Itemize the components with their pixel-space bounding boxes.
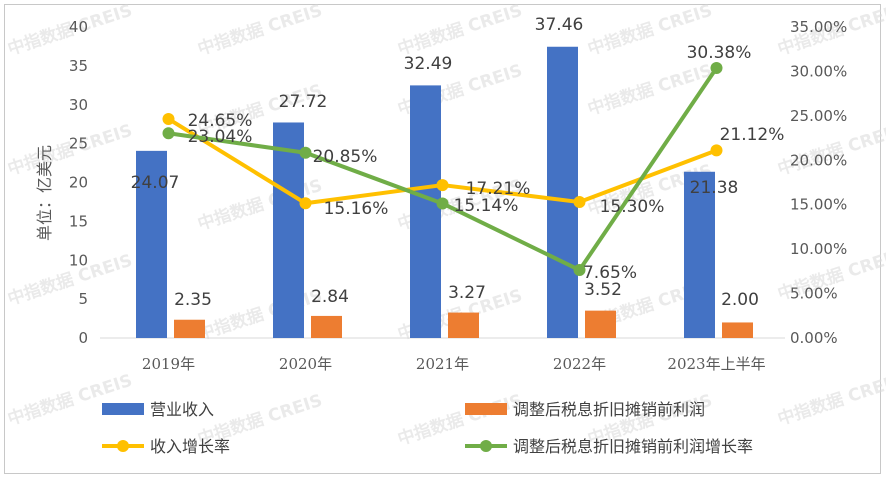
y-right-tick-label: 35.00% <box>790 18 847 36</box>
ebitda-data-label: 2.84 <box>311 287 349 307</box>
watermark-text: 中指数据 CREIS <box>395 390 525 450</box>
revenue-bar <box>410 85 441 338</box>
watermark-text: 中指数据 CREIS <box>195 0 325 60</box>
revenue-bar <box>273 122 304 339</box>
ebitda-bar <box>311 315 342 338</box>
x-category-label: 2021年 <box>416 355 469 373</box>
y-axis-left-title: 单位：亿美元 <box>35 145 54 241</box>
x-category-label: 2023年上半年 <box>667 355 765 373</box>
y-left-tick-label: 15 <box>69 212 88 230</box>
y-right-tick-label: 25.00% <box>790 107 847 125</box>
ebitda-bar <box>722 322 753 338</box>
revenue-data-label: 21.38 <box>690 178 739 198</box>
watermark-text: 中指数据 CREIS <box>585 60 715 120</box>
legend-swatch-marker <box>117 440 129 452</box>
revenue-data-label: 24.07 <box>131 173 180 193</box>
x-category-label: 2019年 <box>142 355 195 373</box>
data-labels-layer: 24.07 27.72 32.49 37.46 21.38 2.35 2.84 3.27 3.5… <box>131 15 785 310</box>
revenue-growth-label: 15.16% <box>324 199 389 219</box>
y-left-tick-label: 25 <box>69 135 88 153</box>
y-right-tick-label: 15.00% <box>790 196 847 214</box>
y-left-tick-label: 35 <box>69 57 88 75</box>
ebitda-bar <box>448 312 479 338</box>
ebitda-growth-point <box>162 127 175 140</box>
revenue-growth-label: 17.21% <box>466 179 531 199</box>
watermark-text: 中指数据 CREIS <box>395 0 525 60</box>
y-right-tick-label: 0.00% <box>790 329 838 347</box>
legend-label: 收入增长率 <box>150 437 230 456</box>
watermark-text: 中指数据 CREIS <box>195 285 325 345</box>
legend-swatch-marker <box>480 440 492 452</box>
ebitda-growth-label: 7.65% <box>583 263 637 283</box>
y-left-tick-label: 5 <box>78 290 88 308</box>
y-right-tick-label: 20.00% <box>790 151 847 169</box>
revenue-bar <box>136 150 167 338</box>
y-right-tick-label: 30.00% <box>790 62 847 80</box>
lines-layer <box>162 62 723 277</box>
y-left-tick-label: 30 <box>69 96 88 114</box>
y-left-tick-label: 40 <box>69 18 88 36</box>
ebitda-growth-label: 20.85% <box>313 147 378 167</box>
legend-label: 营业收入 <box>150 400 214 419</box>
revenue-data-label: 37.46 <box>535 15 584 35</box>
ebitda-bar <box>174 319 205 338</box>
y-left-tick-label: 10 <box>69 251 88 269</box>
ebitda-bar <box>585 310 616 338</box>
revenue-growth-label: 24.65% <box>188 111 253 131</box>
ebitda-growth-point <box>573 264 586 277</box>
revenue-data-label: 27.72 <box>279 92 328 112</box>
ebitda-data-label: 3.52 <box>584 280 622 300</box>
ebitda-growth-label: 15.14% <box>454 196 519 216</box>
x-category-label: 2022年 <box>553 355 606 373</box>
bars-layer <box>136 46 753 339</box>
ebitda-data-label: 2.35 <box>174 290 212 310</box>
x-category-label: 2020年 <box>279 355 332 373</box>
y-left-tick-label: 20 <box>69 174 88 192</box>
legend-swatch-bar <box>102 403 144 415</box>
ebitda-growth-point <box>299 146 312 159</box>
revenue-growth-point <box>710 144 723 157</box>
watermark-text: 中指数据 CREIS <box>775 120 886 180</box>
revenue-bar <box>547 46 578 338</box>
axes-layer: 0 5 10 15 20 25 30 35 40 0.00% 5.00% 10.00% 15.00% 20… <box>69 18 847 373</box>
watermark-text: 中指数据 CREIS <box>5 370 135 430</box>
revenue-growth-label: 15.30% <box>600 197 665 217</box>
ebitda-growth-label: 30.38% <box>687 43 752 63</box>
revenue-growth-label: 21.12% <box>720 125 785 145</box>
ebitda-data-label: 2.00 <box>721 290 759 310</box>
legend-label: 调整后税息折旧摊销前利润增长率 <box>513 437 753 456</box>
legend-label: 调整后税息折旧摊销前利润 <box>513 400 705 419</box>
y-right-tick-label: 5.00% <box>790 285 838 303</box>
y-right-tick-label: 10.00% <box>790 240 847 258</box>
revenue-growth-point <box>573 196 586 209</box>
revenue-growth-point <box>299 197 312 210</box>
ebitda-data-label: 3.27 <box>448 283 486 303</box>
revenue-growth-point <box>162 112 175 125</box>
ebitda-growth-point <box>436 197 449 210</box>
revenue-growth-point <box>436 179 449 192</box>
y-left-tick-label: 0 <box>78 329 88 347</box>
ebitda-growth-point <box>710 62 723 75</box>
revenue-data-label: 32.49 <box>404 54 453 74</box>
legend-swatch-bar <box>465 403 507 415</box>
ebitda-growth-label: 23.04% <box>188 127 253 147</box>
watermark-text: 中指数据 CREIS <box>775 370 886 430</box>
revenue-bar <box>684 171 715 338</box>
